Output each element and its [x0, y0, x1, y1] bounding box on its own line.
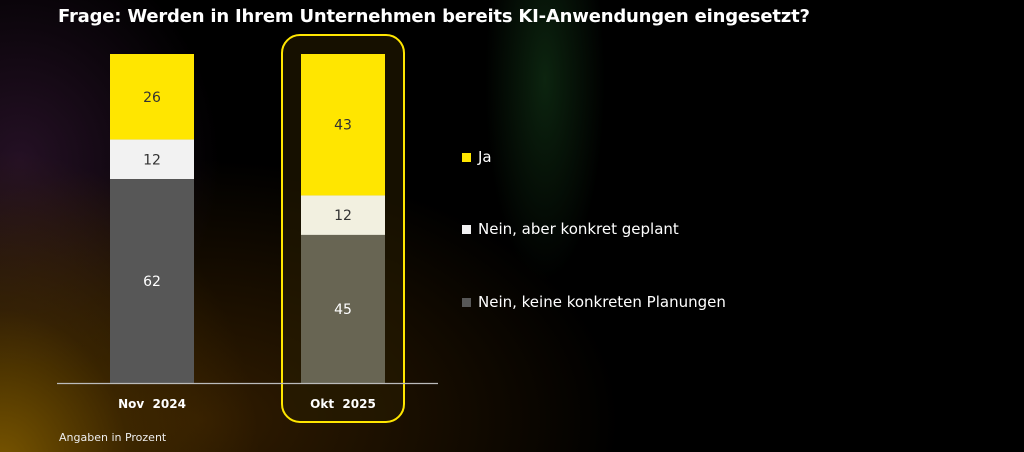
legend-swatch: [462, 224, 471, 234]
bar-segment: [301, 195, 385, 235]
legend-label: Ja: [478, 148, 492, 166]
chart-title: Frage: Werden in Ihrem Unternehmen berei…: [58, 6, 810, 27]
data-label: 12: [334, 208, 352, 224]
bar-segment: [301, 54, 385, 196]
legend-label: Nein, aber konkret geplant: [478, 220, 679, 238]
data-label: 43: [334, 118, 352, 134]
data-label: 62: [143, 274, 161, 290]
footnote: Angaben in Prozent: [59, 431, 167, 444]
bar-segment: [110, 54, 194, 140]
legend-label: Nein, keine konkreten Planungen: [478, 293, 726, 311]
legend-item-keine: Nein, keine konkreten Planungen: [462, 293, 726, 311]
data-label: 12: [143, 152, 161, 168]
legend-swatch: [462, 152, 471, 162]
legend-item-geplant: Nein, aber konkret geplant: [462, 220, 679, 238]
legend-item-ja: Ja: [462, 148, 492, 166]
category-label: Nov 2024: [118, 397, 186, 411]
bar-segment: [110, 139, 194, 180]
data-label: 26: [143, 90, 161, 106]
data-label: 45: [334, 302, 352, 318]
category-label: Okt 2025: [310, 397, 376, 411]
bar-segment: [301, 234, 385, 383]
bar-segment: [110, 179, 194, 383]
legend-swatch: [462, 297, 471, 307]
